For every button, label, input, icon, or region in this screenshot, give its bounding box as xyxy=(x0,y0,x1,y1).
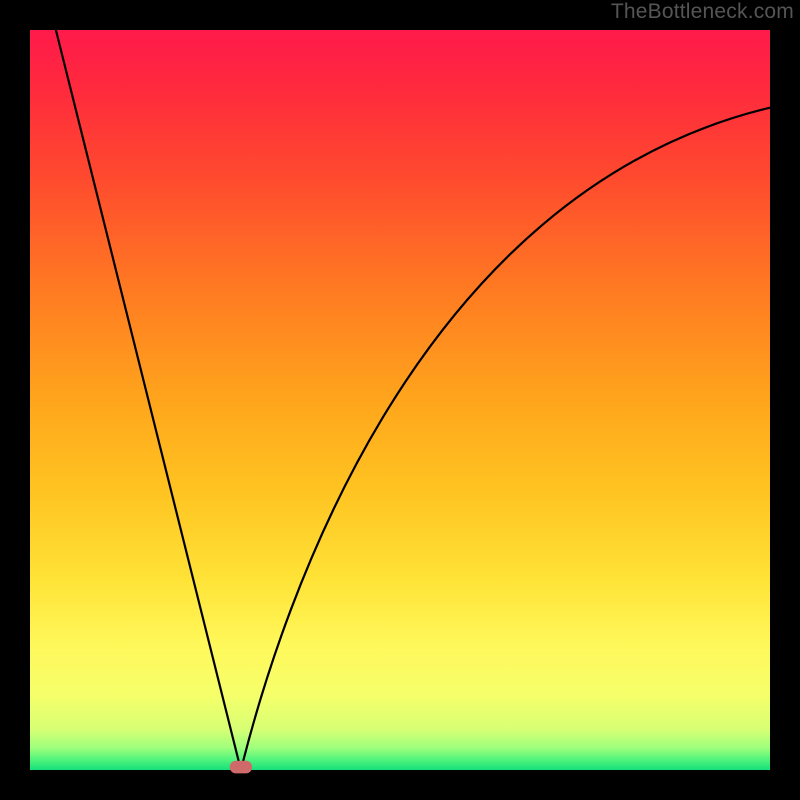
watermark-text: TheBottleneck.com xyxy=(611,0,794,24)
bottleneck-curve-layer xyxy=(0,0,800,800)
chart-stage: TheBottleneck.com xyxy=(0,0,800,800)
vertex-marker xyxy=(230,761,252,774)
